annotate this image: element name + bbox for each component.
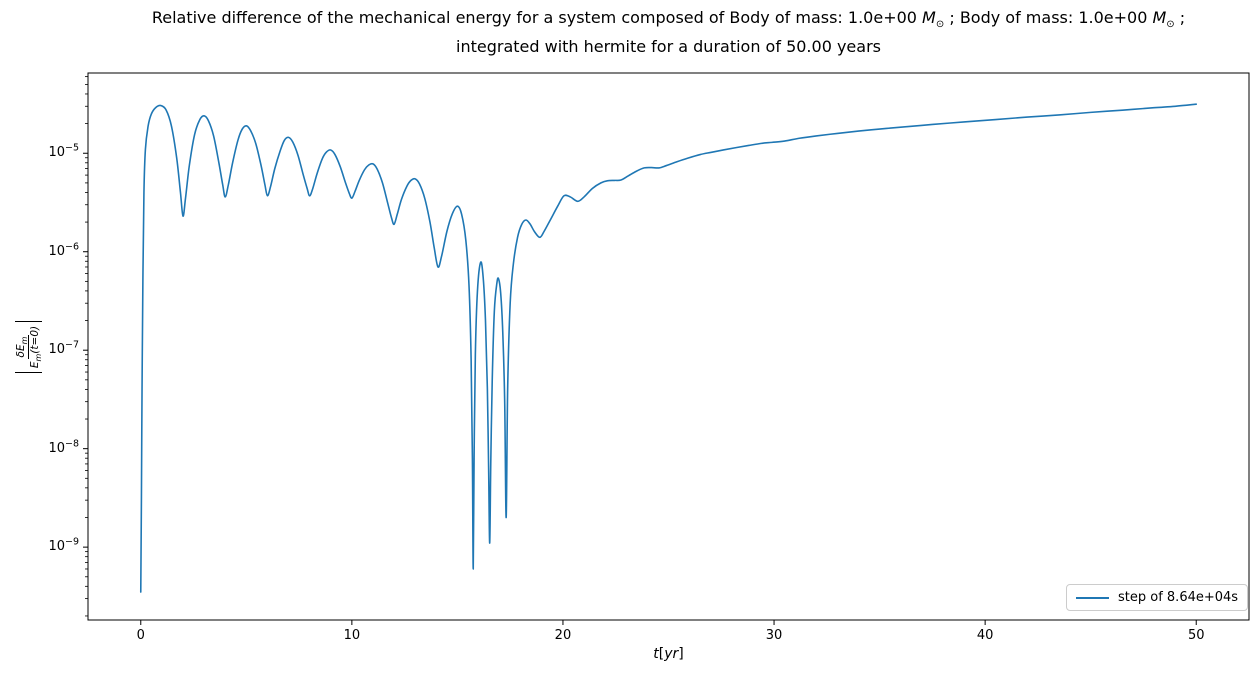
absolute-value-bars: δEm Em(t=0) <box>14 320 43 374</box>
energy-fraction: δEm Em(t=0) <box>14 325 43 369</box>
title-text: ; Body of mass: 1.0e+00 <box>944 8 1153 27</box>
solar-mass-subscript: ⊙ <box>935 19 945 31</box>
title-line-1: Relative difference of the mechanical en… <box>88 7 1249 36</box>
y-tick-label: 10−5 <box>48 142 79 161</box>
title-text: Relative difference of the mechanical en… <box>151 8 923 27</box>
solar-mass-subscript: ⊙ <box>1166 19 1175 31</box>
y-tick-label: 10−6 <box>48 241 79 259</box>
x-axis-label: t[yr] <box>653 646 684 662</box>
title-text: ; <box>1174 8 1186 27</box>
energy-curve-line <box>139 103 1198 593</box>
y-tick-label: 10−8 <box>48 438 79 456</box>
legend-label: step of 8.64e+04s <box>1118 590 1239 605</box>
plot-border <box>87 72 1250 621</box>
legend-line-sample <box>1076 596 1109 599</box>
x-tick-label: 20 <box>554 628 572 643</box>
chart-title: Relative difference of the mechanical en… <box>88 7 1249 58</box>
y-tick-label: 10−9 <box>48 536 79 555</box>
fraction-numerator: δEm <box>14 334 29 360</box>
fraction-denominator: Em(t=0) <box>28 325 43 369</box>
solar-mass-symbol: M <box>922 8 936 27</box>
solar-mass-symbol: M <box>1152 8 1167 27</box>
x-tick-label: 40 <box>976 628 994 643</box>
x-tick-label: 50 <box>1187 628 1205 643</box>
x-tick-label: 30 <box>765 628 783 643</box>
x-tick-label: 10 <box>343 628 361 643</box>
legend: step of 8.64e+04s <box>1066 584 1249 611</box>
y-tick-label: 10−7 <box>48 339 79 358</box>
x-tick-label: 0 <box>136 628 145 643</box>
title-line-2: integrated with hermite for a duration o… <box>456 37 881 57</box>
